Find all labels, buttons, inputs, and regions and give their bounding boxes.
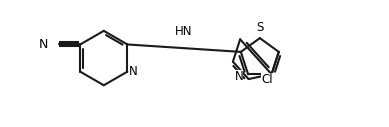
Text: N: N xyxy=(129,65,138,78)
Text: N: N xyxy=(39,38,48,51)
Text: N: N xyxy=(129,65,138,78)
Text: N: N xyxy=(40,38,49,51)
Text: N: N xyxy=(235,69,244,83)
Text: S: S xyxy=(256,21,263,34)
Text: HN: HN xyxy=(175,25,193,38)
Text: Cl: Cl xyxy=(261,73,273,86)
